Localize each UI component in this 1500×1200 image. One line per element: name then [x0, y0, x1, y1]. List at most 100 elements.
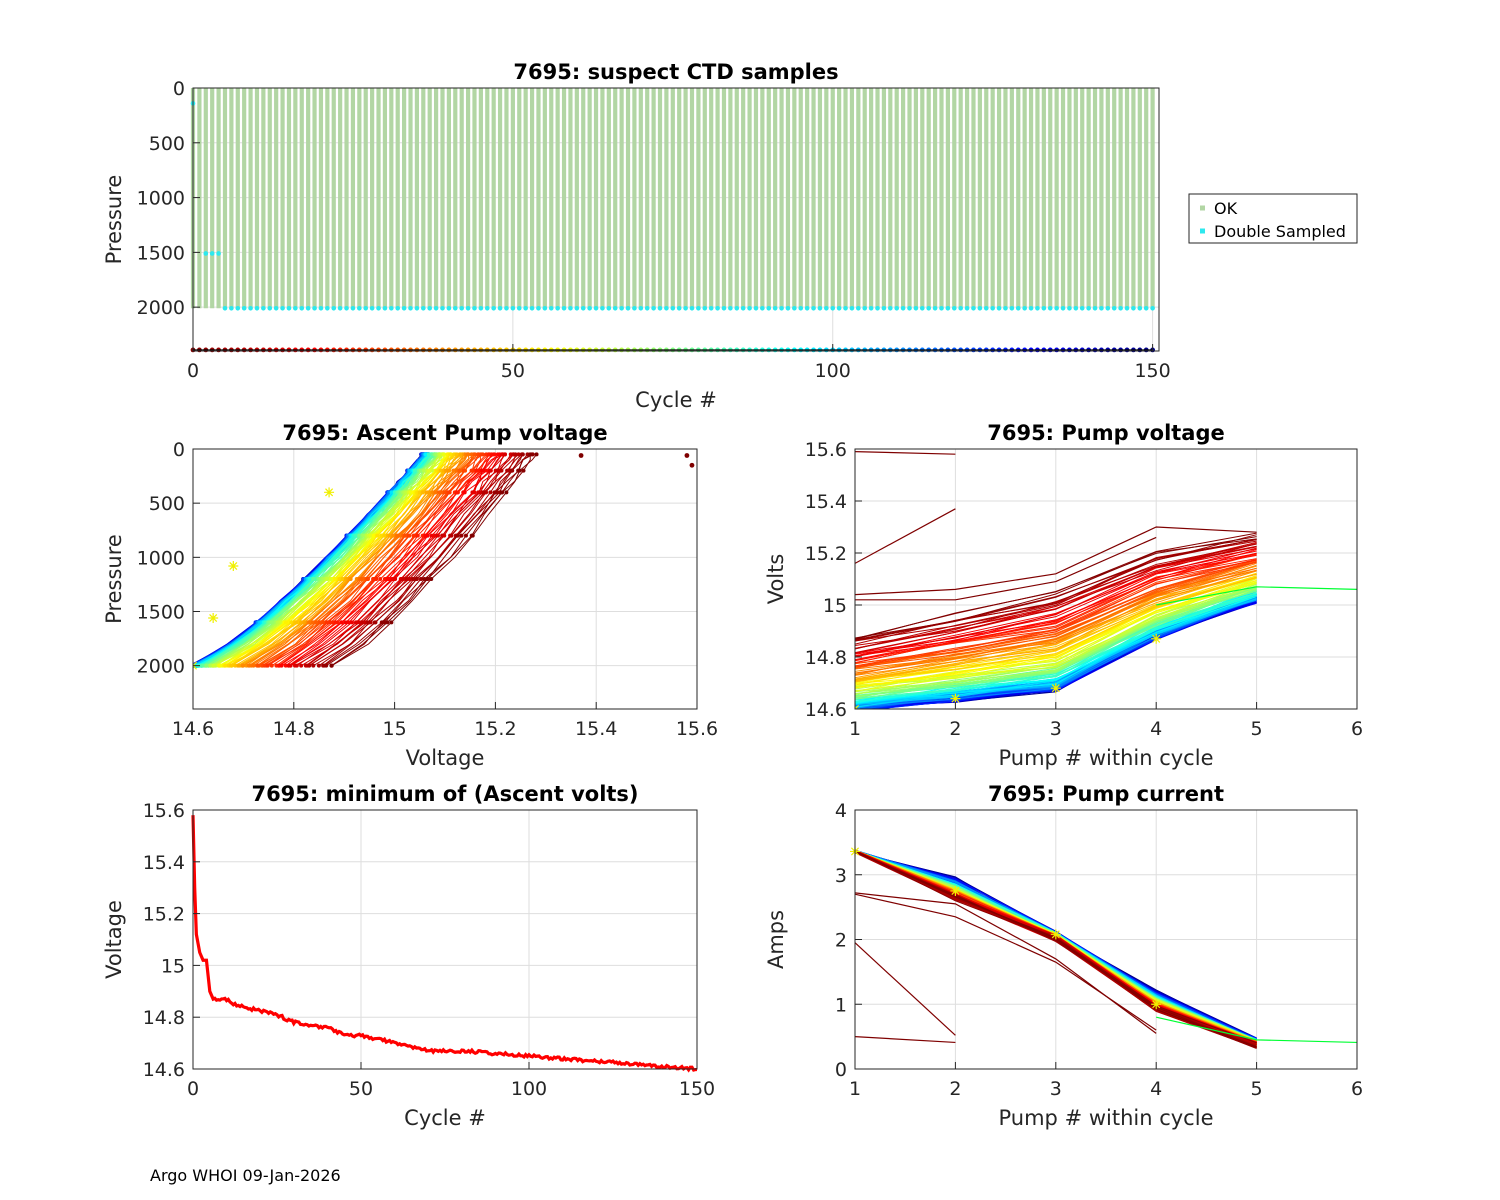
double-sampled-point — [542, 305, 548, 311]
profile-point — [499, 468, 504, 473]
profile-point — [481, 490, 486, 495]
y-tick-label: 14.6 — [805, 699, 847, 721]
profile-point — [438, 468, 443, 473]
y-axis-label: Amps — [764, 910, 788, 969]
x-tick-label: 5 — [1251, 1078, 1263, 1100]
profile-point — [403, 533, 408, 538]
y-tick-label: 1000 — [137, 188, 185, 210]
profile-point — [425, 577, 430, 581]
double-sampled-point — [548, 305, 554, 311]
x-tick-label: 50 — [501, 360, 525, 382]
axes-box — [192, 448, 698, 710]
special-current-line — [854, 942, 956, 1036]
double-sampled-point — [600, 305, 605, 311]
cycle-voltage-line — [855, 552, 1257, 657]
profile-point — [283, 663, 288, 668]
y-tick-label: 15.6 — [143, 800, 185, 822]
double-sampled-point — [1105, 305, 1111, 311]
double-sampled-point — [1079, 305, 1085, 311]
profile-point — [422, 577, 427, 581]
profile-point — [279, 663, 284, 668]
double-sampled-point — [472, 305, 477, 311]
profile-point — [367, 620, 372, 625]
marker-star — [950, 693, 961, 704]
y-axis-label: Voltage — [102, 900, 126, 979]
cycle-voltage-line — [855, 562, 1257, 667]
profile-point — [470, 490, 475, 495]
double-sampled-point — [856, 305, 861, 311]
profile-point — [430, 490, 435, 495]
y-tick-label: 2 — [835, 930, 847, 952]
profile-point — [329, 663, 334, 668]
profile-point — [470, 533, 475, 538]
profile-point — [440, 533, 445, 538]
y-tick-label: 15 — [161, 955, 185, 977]
double-sampled-point — [280, 305, 285, 311]
profile-point — [229, 663, 234, 668]
profile-point — [318, 620, 323, 625]
profile-point — [307, 620, 312, 625]
legend-box — [1188, 193, 1358, 244]
special-current-line — [854, 1036, 956, 1044]
profile-point — [429, 577, 434, 581]
cycle-voltage-line — [855, 560, 1257, 668]
chart-title: 7695: minimum of (Ascent volts) — [251, 782, 638, 806]
cycle-voltage-line — [855, 572, 1257, 682]
double-sampled-point — [760, 305, 765, 311]
x-tick-label: 150 — [1134, 360, 1170, 382]
profile-point — [211, 663, 216, 668]
profile-point — [459, 533, 464, 538]
double-sampled-point — [248, 305, 253, 311]
double-sampled-point — [779, 305, 784, 311]
profile-point — [189, 664, 193, 668]
double-sampled-point — [939, 305, 944, 311]
profile-point — [346, 620, 351, 625]
marker-star — [950, 885, 961, 896]
y-tick-label: 14.8 — [143, 1007, 185, 1029]
profile-point — [262, 663, 267, 668]
footer-text: Argo WHOI 09-Jan-2026 — [150, 1166, 341, 1185]
profile-point — [474, 468, 479, 473]
double-sampled-point — [389, 305, 394, 311]
double-sampled-point — [792, 305, 797, 311]
profile-point — [420, 490, 425, 495]
profile-point — [396, 533, 401, 538]
profile-point — [426, 468, 431, 473]
cycle-current-line — [854, 851, 1257, 1049]
data-layer — [191, 815, 698, 1073]
double-sampled-point — [766, 305, 772, 311]
y-tick-label: 1 — [835, 994, 847, 1016]
double-sampled-point — [414, 305, 420, 311]
double-sampled-point — [1003, 305, 1008, 311]
profile-point — [385, 620, 390, 625]
profile-point — [380, 620, 385, 625]
double-sampled-point — [1009, 305, 1015, 311]
axes-box — [854, 448, 1358, 710]
chart-title: 7695: Ascent Pump voltage — [282, 421, 607, 445]
cycle-voltage-line — [855, 552, 1257, 662]
profile-point — [412, 468, 417, 473]
double-sampled-point — [568, 305, 573, 311]
double-sampled-point — [433, 305, 439, 311]
double-sampled-point — [408, 305, 413, 311]
cycle-voltage-line — [855, 594, 1257, 705]
double-sampled-point — [478, 305, 484, 311]
profile-point — [505, 468, 510, 473]
double-sampled-point — [331, 305, 337, 311]
double-sampled-point — [907, 305, 912, 311]
double-sampled-point — [357, 305, 362, 311]
double-sampled-point — [817, 305, 823, 311]
y-axis-label: Pressure — [102, 534, 126, 624]
profile-point — [484, 468, 489, 473]
double-sampled-point — [798, 305, 804, 311]
double-sampled-point — [305, 305, 311, 311]
profile-point — [411, 577, 416, 581]
profile-point — [240, 663, 245, 668]
double-sampled-point — [235, 305, 241, 311]
double-sampled-point — [619, 305, 624, 311]
double-sampled-point — [811, 305, 816, 311]
profile-point — [457, 468, 462, 473]
double-sampled-point — [286, 305, 292, 311]
